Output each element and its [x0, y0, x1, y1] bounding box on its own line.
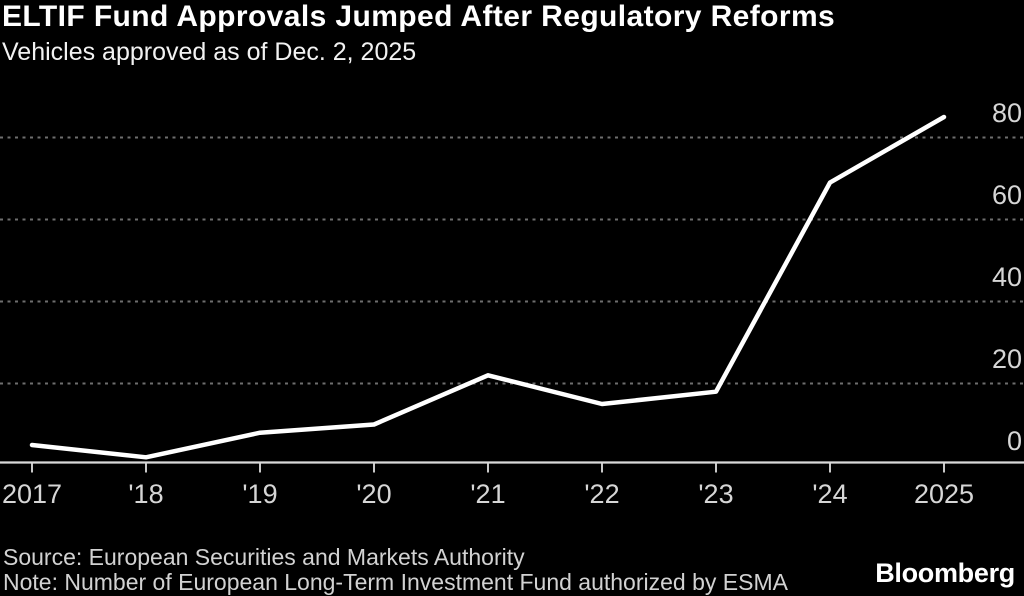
page-title: ELTIF Fund Approvals Jumped After Regula… — [2, 0, 836, 33]
x-tick-label: '24 — [812, 479, 848, 509]
y-tick-label: 60 — [991, 179, 1022, 210]
x-tick-label: '18 — [128, 479, 164, 509]
y-tick-label: 40 — [991, 261, 1022, 292]
source-text: Source: European Securities and Markets … — [3, 544, 525, 570]
y-tick-label: 0 — [1006, 425, 1022, 456]
page-subtitle: Vehicles approved as of Dec. 2, 2025 — [2, 38, 417, 66]
x-tick-label: '22 — [584, 479, 620, 509]
y-tick-label: 20 — [991, 343, 1022, 374]
data-series-line — [29, 114, 947, 460]
gridlines — [0, 136, 1024, 385]
bloomberg-logo: Bloomberg — [875, 558, 1015, 588]
x-tick-label: '23 — [698, 479, 734, 509]
x-axis — [0, 461, 1024, 473]
x-tick-label: '19 — [242, 479, 278, 509]
x-tick-label: 2025 — [913, 479, 975, 509]
y-tick-label: 80 — [991, 97, 1022, 128]
series-line — [29, 114, 947, 460]
x-tick-label: '21 — [470, 479, 506, 509]
x-tick-label: 2017 — [1, 479, 63, 509]
x-tick-label: '20 — [356, 479, 392, 509]
note-text: Note: Number of European Long-Term Inves… — [3, 569, 788, 595]
